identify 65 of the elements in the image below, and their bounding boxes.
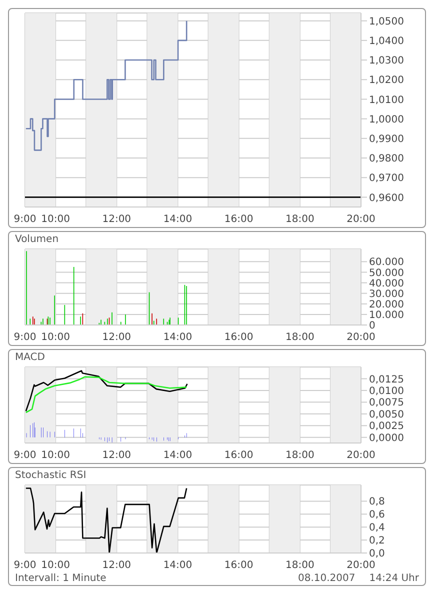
x-tick-label: 10:00 — [41, 450, 70, 462]
x-tick-label: 14:00 — [163, 560, 192, 572]
chart-title: MACD — [14, 351, 46, 363]
y-tick-label: 0,8 — [369, 496, 385, 508]
text: 14:24 Uhr — [369, 573, 419, 584]
y-tick-label: 1,0200 — [369, 75, 404, 86]
x-tick-label: 14:00 — [163, 214, 192, 226]
y-tick-label: 0 — [369, 320, 376, 332]
x-tick-label: 9:00 — [14, 332, 36, 344]
y-tick-label: 1,0100 — [369, 94, 404, 106]
x-tick-label: 10:00 — [41, 332, 70, 344]
text: 08.10.2007 — [298, 573, 356, 584]
x-tick-label: 16:00 — [224, 450, 254, 462]
y-tick-label: 30.000 — [369, 288, 404, 300]
y-tick-label: 0,9800 — [369, 154, 404, 165]
x-tick-label: 20:00 — [346, 450, 376, 462]
y-tick-label: 0,0000 — [369, 432, 404, 444]
y-tick-label: 20.000 — [369, 299, 404, 310]
y-tick-label: 1,0000 — [369, 114, 404, 126]
line-series — [25, 376, 188, 414]
x-tick-label: 10:00 — [41, 560, 70, 572]
y-tick-label: 0,0075 — [369, 398, 404, 409]
x-tick-label: 12:00 — [102, 332, 132, 344]
line-series — [25, 370, 188, 412]
x-tick-label: 12:00 — [102, 560, 132, 572]
y-tick-label: 0,6 — [369, 510, 385, 521]
x-tick-label: 16:00 — [224, 332, 254, 344]
y-tick-label: 0,0100 — [369, 386, 404, 398]
y-tick-label: 0,0125 — [369, 374, 404, 386]
x-tick-label: 12:00 — [102, 214, 132, 226]
y-tick-label: 0,0050 — [369, 409, 404, 420]
y-tick-label: 0,9900 — [369, 134, 404, 145]
y-tick-label: 40.000 — [369, 278, 404, 290]
x-tick-label: 14:00 — [163, 332, 192, 344]
x-tick-label: 9:00 — [14, 214, 36, 226]
x-tick-label: 18:00 — [285, 450, 314, 462]
x-tick-label: 18:00 — [285, 214, 314, 226]
y-tick-label: 1,0400 — [369, 36, 404, 47]
y-tick-label: 0,0 — [369, 548, 385, 560]
x-tick-label: 18:00 — [285, 332, 314, 344]
y-tick-label: 50.000 — [369, 268, 404, 279]
line-series — [25, 488, 188, 553]
y-tick-label: 1,0500 — [369, 16, 404, 28]
x-tick-label: 9:00 — [14, 450, 36, 462]
y-tick-label: 0,4 — [369, 522, 385, 534]
x-tick-label: 14:00 — [163, 450, 192, 462]
x-tick-label: 10:00 — [41, 214, 70, 226]
x-tick-label: 16:00 — [224, 214, 254, 226]
x-tick-label: 20:00 — [346, 560, 376, 572]
y-tick-label: 1,0300 — [369, 56, 404, 67]
y-tick-label: 10.000 — [369, 310, 404, 321]
x-tick-label: 9:00 — [14, 560, 36, 572]
x-tick-label: 20:00 — [346, 332, 376, 344]
y-tick-label: 0,9700 — [369, 173, 404, 184]
y-tick-label: 60.000 — [369, 257, 404, 268]
text: Intervall: 1 Minute — [15, 573, 106, 584]
x-tick-label: 16:00 — [224, 560, 254, 572]
chart-title: Volumen — [14, 233, 60, 245]
y-tick-label: 0,9600 — [369, 192, 404, 204]
x-tick-label: 18:00 — [285, 560, 314, 572]
y-tick-label: 0,2 — [369, 536, 385, 547]
y-tick-label: 0,0025 — [369, 421, 404, 432]
x-tick-label: 20:00 — [346, 214, 376, 226]
chart-title: Stochastic RSI — [14, 469, 88, 481]
x-tick-label: 12:00 — [102, 450, 132, 462]
